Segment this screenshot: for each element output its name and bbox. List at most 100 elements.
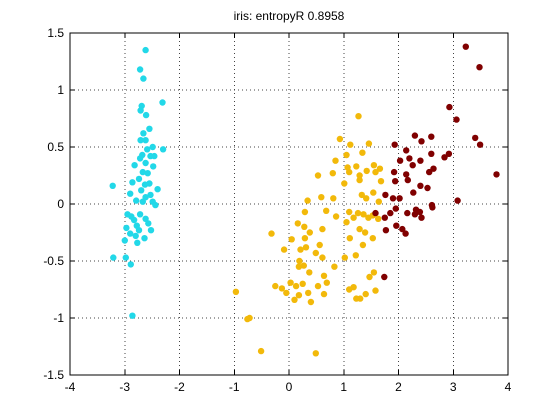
data-point xyxy=(376,165,384,172)
data-point xyxy=(301,223,308,230)
data-point xyxy=(159,99,166,106)
data-point xyxy=(370,269,378,276)
data-point xyxy=(283,289,290,297)
data-point xyxy=(141,181,149,188)
data-point xyxy=(142,46,149,54)
data-point xyxy=(121,237,128,244)
data-point xyxy=(377,178,385,185)
data-point xyxy=(318,194,325,201)
data-point xyxy=(145,220,152,227)
chart-title: iris: entropyR 0.8958 xyxy=(234,9,345,23)
data-point xyxy=(396,157,404,164)
data-points xyxy=(109,43,500,357)
data-point xyxy=(403,171,410,178)
data-point xyxy=(127,190,134,197)
data-point xyxy=(299,280,306,287)
data-point xyxy=(268,230,275,237)
data-point xyxy=(246,314,253,322)
data-point xyxy=(136,211,144,218)
data-point xyxy=(146,125,153,132)
x-tick-label: -3 xyxy=(119,380,130,394)
y-tick-label: 1 xyxy=(57,83,64,97)
x-tick-label: -2 xyxy=(174,380,185,394)
y-tick-label: 1.5 xyxy=(47,26,64,40)
data-point xyxy=(319,254,326,261)
data-point xyxy=(295,292,303,299)
data-point xyxy=(320,272,328,279)
data-point xyxy=(355,113,362,120)
plot-border xyxy=(69,32,509,376)
data-point xyxy=(135,175,143,183)
data-point xyxy=(136,155,144,162)
data-point xyxy=(137,137,144,144)
data-point xyxy=(291,296,298,303)
data-point xyxy=(152,201,159,209)
data-point xyxy=(375,215,382,222)
data-point xyxy=(396,195,403,202)
data-point xyxy=(131,162,138,169)
data-point xyxy=(314,172,322,179)
data-point xyxy=(151,152,158,160)
data-point xyxy=(366,273,373,281)
x-tick-label: 1 xyxy=(340,380,347,394)
data-point xyxy=(134,239,141,246)
data-point xyxy=(392,178,399,185)
data-point xyxy=(323,207,330,214)
data-point xyxy=(472,134,479,142)
data-point xyxy=(312,350,319,357)
data-point xyxy=(393,222,400,229)
data-point xyxy=(363,167,370,175)
data-point xyxy=(346,208,353,216)
data-point xyxy=(136,66,144,73)
data-point xyxy=(278,285,286,292)
data-point xyxy=(404,176,411,184)
data-point xyxy=(312,249,319,257)
data-point xyxy=(142,137,149,144)
data-point xyxy=(154,186,161,193)
data-point xyxy=(417,157,424,164)
data-point xyxy=(336,135,344,143)
data-point xyxy=(147,191,154,199)
data-point xyxy=(361,229,369,236)
data-point xyxy=(323,279,330,286)
x-tick-label: -1 xyxy=(229,380,240,394)
data-point xyxy=(304,197,311,204)
data-point xyxy=(343,219,350,226)
data-point xyxy=(390,168,398,176)
data-point xyxy=(424,184,431,192)
data-point xyxy=(350,214,357,221)
data-point xyxy=(365,140,373,147)
data-point xyxy=(346,286,353,293)
data-point xyxy=(319,225,326,233)
data-point xyxy=(129,179,136,186)
data-point xyxy=(129,312,136,319)
data-point xyxy=(272,282,279,290)
data-point xyxy=(363,195,370,202)
data-point xyxy=(297,246,304,253)
data-point xyxy=(352,252,359,259)
data-point xyxy=(360,211,367,218)
data-point xyxy=(280,246,288,253)
data-point xyxy=(150,163,157,170)
x-tick-label: -4 xyxy=(65,380,76,394)
data-point xyxy=(445,150,453,157)
data-point xyxy=(341,254,348,261)
data-point xyxy=(426,168,433,176)
data-point xyxy=(109,182,116,189)
x-tick-label: 2 xyxy=(395,380,402,394)
data-point xyxy=(416,208,424,216)
data-point xyxy=(306,229,313,236)
data-point xyxy=(370,162,378,169)
data-point xyxy=(362,290,369,298)
data-point xyxy=(142,111,150,119)
data-point xyxy=(359,241,367,249)
data-point xyxy=(307,298,315,306)
data-point xyxy=(430,165,437,172)
data-point xyxy=(381,214,388,221)
data-point xyxy=(306,269,313,276)
data-point xyxy=(372,168,379,176)
data-point xyxy=(476,63,483,71)
data-point xyxy=(132,232,139,240)
data-point xyxy=(381,273,388,281)
